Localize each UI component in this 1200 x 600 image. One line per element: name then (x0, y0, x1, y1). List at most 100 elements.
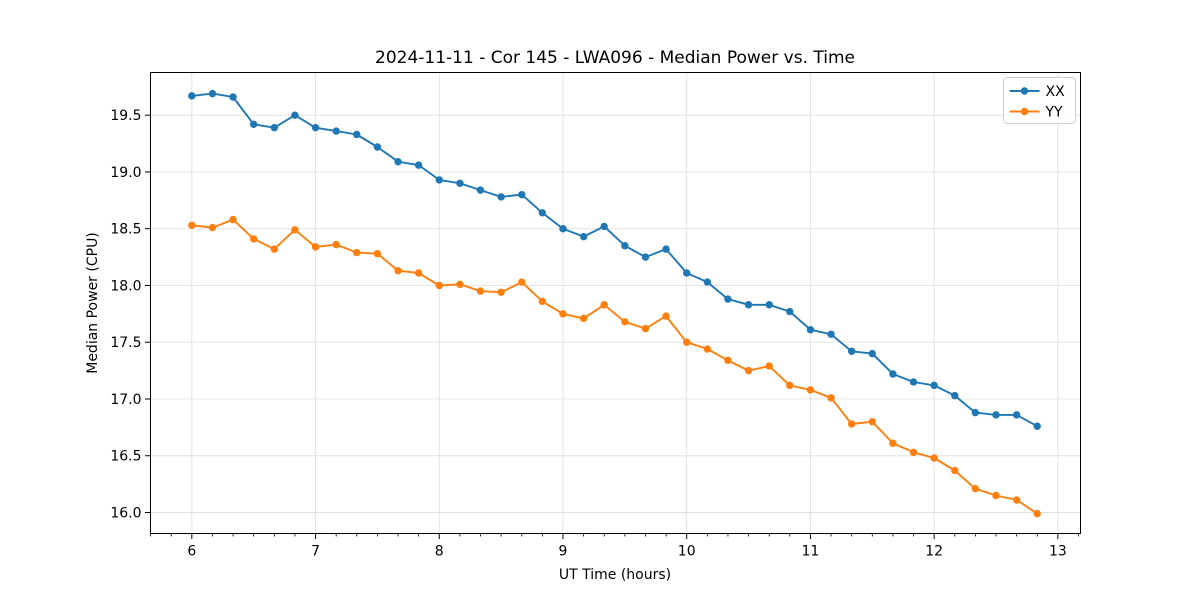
data-point-xx (889, 370, 897, 378)
data-point-xx (600, 222, 608, 231)
data-point-yy (332, 240, 340, 249)
data-point-yy (992, 491, 1000, 500)
data-point-xx (1033, 422, 1041, 430)
series-line-xx (191, 92, 1038, 428)
x-axis-label: UT Time (hours) (559, 567, 671, 583)
x-tick-label: 9 (559, 544, 568, 560)
y-tick-label: 17.5 (110, 335, 141, 351)
data-point-xx (538, 209, 547, 217)
data-point-yy (847, 420, 856, 428)
y-axis-label: Median Power (CPU) (85, 232, 101, 374)
legend-entry-xx: XX (1009, 84, 1065, 100)
data-point-yy (538, 297, 547, 306)
axis-ticks (145, 114, 1079, 539)
data-point-xx (518, 190, 526, 199)
data-point-xx (311, 123, 320, 132)
data-point-yy (414, 269, 423, 277)
series-line-yy (191, 218, 1038, 515)
legend-label: YY (1045, 105, 1064, 121)
y-tick-label: 16.0 (110, 505, 141, 521)
data-point-yy (229, 215, 237, 224)
data-point-xx (930, 381, 938, 390)
data-point-xx (765, 301, 773, 309)
x-tick-label: 6 (187, 544, 196, 560)
data-point-xx (827, 330, 835, 338)
data-point-yy (971, 484, 980, 493)
y-tick-label: 18.5 (110, 222, 141, 238)
y-tick-label: 18.0 (110, 278, 141, 294)
series-xx (188, 89, 1041, 430)
data-point-xx (744, 301, 753, 309)
data-point-yy (208, 223, 217, 232)
legend-box (1003, 77, 1076, 124)
data-point-yy (641, 324, 650, 333)
data-point-xx (579, 232, 588, 241)
data-point-xx (559, 225, 567, 233)
data-point-yy (270, 245, 279, 253)
data-point-xx (806, 326, 815, 334)
y-tick-label: 19.5 (110, 108, 141, 124)
data-point-yy (394, 267, 402, 275)
data-point-xx (291, 111, 299, 119)
data-point-xx (868, 349, 876, 358)
data-point-xx (621, 242, 629, 250)
data-point-yy (683, 338, 691, 346)
data-point-yy (703, 345, 712, 353)
data-point-xx (992, 411, 1000, 419)
data-point-yy (353, 248, 361, 257)
data-point-yy (476, 287, 485, 295)
data-point-yy (786, 381, 794, 390)
data-point-xx (847, 347, 856, 356)
data-point-xx (208, 89, 217, 98)
data-point-xx (394, 158, 402, 166)
data-point-yy (930, 454, 938, 462)
x-tick-label: 7 (311, 544, 320, 560)
data-point-yy (662, 312, 670, 320)
data-point-xx (641, 253, 650, 261)
data-series (188, 89, 1041, 518)
data-point-xx (249, 120, 258, 128)
grid-lines (150, 72, 1081, 534)
data-point-yy (249, 235, 258, 243)
data-point-xx (414, 161, 423, 169)
data-point-yy (311, 243, 320, 251)
data-point-xx (476, 186, 485, 194)
data-point-yy (744, 366, 753, 375)
data-point-yy (1012, 496, 1021, 504)
data-point-yy (868, 417, 876, 426)
data-point-yy (724, 356, 732, 365)
y-tick-label: 17.0 (110, 392, 141, 408)
data-point-yy (951, 466, 959, 475)
data-point-yy (806, 386, 815, 394)
data-point-xx (229, 93, 237, 101)
x-tick-label: 12 (925, 544, 943, 560)
data-point-yy (765, 362, 773, 370)
data-point-yy (456, 280, 464, 289)
data-point-yy (291, 226, 299, 234)
data-point-yy (1033, 509, 1041, 518)
data-point-yy (435, 281, 443, 290)
data-point-xx (270, 123, 279, 132)
data-point-yy (579, 314, 588, 323)
x-tick-label: 8 (435, 544, 444, 560)
plot-border (150, 72, 1081, 534)
x-tick-label: 11 (802, 544, 820, 560)
data-point-yy (559, 310, 567, 318)
data-point-xx (373, 143, 382, 151)
data-point-xx (971, 408, 980, 417)
data-point-xx (353, 130, 361, 139)
chart-title: 2024-11-11 - Cor 145 - LWA096 - Median P… (375, 48, 855, 68)
data-point-yy (600, 301, 608, 309)
legend-entry-yy: YY (1009, 105, 1064, 121)
x-tick-label: 10 (678, 544, 696, 560)
data-point-yy (373, 249, 382, 258)
data-point-xx (909, 378, 918, 386)
data-point-xx (456, 179, 464, 187)
data-point-yy (621, 318, 629, 326)
data-point-yy (497, 288, 505, 296)
data-point-xx (724, 295, 732, 303)
legend-marker-icon (1020, 87, 1029, 95)
x-tick-label: 13 (1049, 544, 1067, 560)
